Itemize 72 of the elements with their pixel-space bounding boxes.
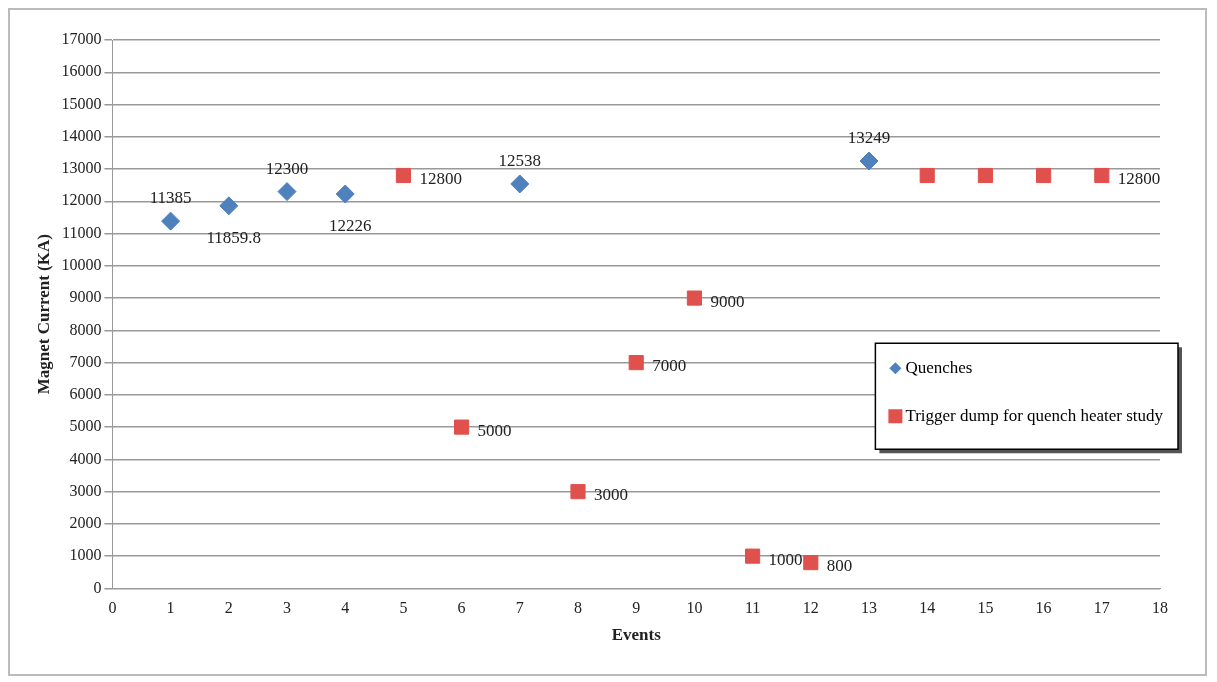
legend-label: Trigger dump for quench heater study: [905, 405, 1164, 425]
legend-label: Quenches: [905, 357, 973, 377]
y-tick-label: 2000: [69, 514, 102, 532]
data-label: 1000: [768, 549, 803, 569]
x-axis-title: Events: [611, 625, 662, 645]
data-label: 800: [826, 556, 853, 576]
y-tick-label: 0: [93, 578, 102, 596]
x-tick-label: 5: [399, 599, 408, 617]
y-tick-label: 15000: [61, 94, 102, 112]
point: [1036, 167, 1052, 184]
point: [219, 196, 239, 216]
x-tick-label: 12: [802, 599, 819, 617]
y-tick-label: 6000: [69, 385, 102, 403]
point: [161, 211, 181, 231]
data-label: 9000: [710, 291, 745, 311]
x-tick-label: 11: [744, 599, 761, 617]
data-label: 3000: [594, 485, 628, 505]
y-tick-label: 11000: [61, 223, 102, 241]
data-label: 12800: [419, 168, 462, 188]
x-tick-label: 15: [977, 599, 994, 617]
x-tick-label: 0: [108, 599, 117, 617]
point: [395, 167, 411, 184]
point: [335, 184, 355, 204]
point: [919, 167, 935, 184]
y-tick-label: 3000: [69, 481, 102, 499]
x-tick-label: 3: [283, 599, 291, 617]
data-label: 12300: [265, 158, 309, 178]
y-tick-label: 12000: [61, 191, 102, 209]
x-tick-label: 8: [574, 599, 582, 617]
point: [510, 174, 530, 194]
y-tick-label: 1000: [69, 546, 102, 564]
point: [977, 167, 993, 184]
point: [745, 548, 761, 564]
point: [1094, 167, 1110, 184]
point: [628, 355, 644, 371]
x-tick-label: 13: [861, 599, 877, 617]
y-tick-label: 9000: [69, 288, 102, 306]
y-tick-label: 17000: [61, 30, 102, 48]
data-label: 11859.8: [206, 227, 262, 247]
point: [454, 419, 470, 435]
y-tick-label: 10000: [61, 256, 102, 274]
x-tick-label: 4: [341, 599, 350, 617]
data-label: 12538: [498, 150, 542, 170]
data-label: 7000: [652, 356, 687, 376]
y-tick-label: 13000: [61, 159, 102, 177]
point: [277, 182, 297, 202]
x-tick-label: 10: [686, 599, 703, 617]
x-tick-label: 14: [919, 599, 936, 617]
data-label: 11385: [149, 188, 192, 208]
x-tick-label: 16: [1035, 599, 1052, 617]
y-axis-title: Magnet Current (KA): [33, 234, 53, 395]
y-tick-label: 7000: [69, 352, 102, 370]
x-tick-label: 18: [1152, 599, 1168, 617]
x-tick-label: 7: [515, 599, 524, 617]
data-label: 13249: [847, 127, 891, 147]
x-tick-label: 2: [224, 599, 233, 617]
y-tick-label: 5000: [69, 417, 102, 435]
data-label: 12226: [328, 215, 372, 235]
x-tick-label: 6: [457, 599, 466, 617]
y-tick-label: 14000: [61, 126, 102, 144]
point: [859, 151, 879, 171]
y-tick-label: 8000: [69, 320, 102, 338]
x-tick-label: 9: [632, 599, 641, 617]
x-tick-label: 1: [166, 599, 175, 617]
x-tick-label: 17: [1093, 599, 1110, 617]
data-label: 12800: [1117, 168, 1161, 188]
y-tick-label: 4000: [69, 449, 102, 467]
data-label: 5000: [477, 420, 512, 440]
point: [570, 484, 586, 500]
point: [686, 290, 702, 306]
point: [803, 555, 819, 571]
y-tick-label: 16000: [61, 62, 102, 80]
